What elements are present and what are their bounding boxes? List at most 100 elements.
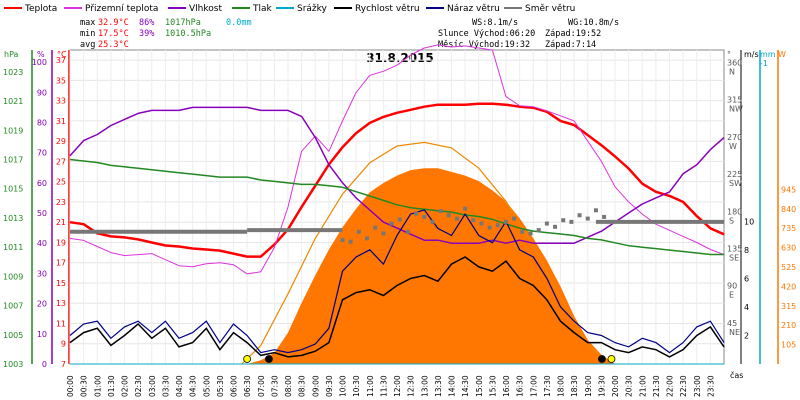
c-tick-label: 13 <box>56 299 66 308</box>
legend-label-rychlost-vetru: Rychlost větru <box>355 4 420 14</box>
wind-direction-point <box>602 214 607 219</box>
x-tick-label: 03:30 <box>161 375 170 397</box>
dir-tick-compass: S <box>729 216 734 225</box>
x-tick-label: 17:00 <box>529 375 538 397</box>
wind-direction-point <box>348 239 353 244</box>
pct-tick-label: 50 <box>37 209 47 218</box>
dir-tick-value: 180 <box>727 207 742 216</box>
w-tick-label: 840 <box>781 205 796 214</box>
c-tick-label: 27 <box>56 157 66 166</box>
x-tick-label: 06:00 <box>230 375 239 397</box>
dir-tick-value: 315 <box>727 96 742 105</box>
w-tick-label: 735 <box>781 224 796 233</box>
hpa-tick-label: 1015 <box>3 185 23 194</box>
wind-direction-point <box>446 213 451 218</box>
wind-direction-point <box>561 218 566 223</box>
legend-label-tlak: Tlak <box>252 4 273 14</box>
stats-min-temp: 17.5°C <box>98 29 129 39</box>
x-tick-label: 23:00 <box>693 375 702 397</box>
wind-direction-point <box>487 225 492 230</box>
stats-block: max 32.9°C 86% 1017hPa 0.0mm min 17.5°C … <box>80 18 619 50</box>
c-tick-label: 21 <box>56 218 66 227</box>
w-tick-label: 525 <box>781 263 796 272</box>
c-tick-label: 33 <box>56 97 66 106</box>
axis-title-mm: mm <box>760 50 776 59</box>
c-tick-label: 37 <box>56 56 66 65</box>
x-tick-label: 03:00 <box>148 375 157 397</box>
x-axis-title: čas <box>730 370 743 380</box>
x-tick-label: 21:00 <box>638 375 647 397</box>
x-tick-label: 01:30 <box>107 375 116 397</box>
dir-tick-compass: E <box>729 291 734 300</box>
pct-tick-label: 0 <box>42 360 47 369</box>
x-tick-label: 20:00 <box>611 375 620 397</box>
hpa-tick-label: 1003 <box>3 360 23 369</box>
legend-label-teplota: Teplota <box>24 4 57 14</box>
c-tick-label: 15 <box>56 279 66 288</box>
hpa-tick-label: 1005 <box>3 331 23 340</box>
pct-tick-label: 90 <box>37 88 47 97</box>
wind-direction-point <box>340 238 345 243</box>
series-lines <box>69 44 725 365</box>
wind-direction-point <box>544 221 549 226</box>
x-tick-label: 06:30 <box>243 375 252 397</box>
hpa-tick-label: 1019 <box>3 126 23 135</box>
wind-gust-line <box>69 209 725 354</box>
wind-direction-point <box>553 224 558 229</box>
pct-tick-label: 60 <box>37 179 47 188</box>
dir-tick-value: 270 <box>727 133 742 142</box>
dir-tick-compass: SE <box>729 253 739 262</box>
c-tick-label: 31 <box>56 117 66 126</box>
x-tick-label: 00:30 <box>80 375 89 397</box>
wind-direction-point <box>356 229 361 234</box>
x-tick-label: 05:30 <box>216 375 225 397</box>
axis-title-ms: m/s <box>744 50 759 59</box>
wind-direction-point <box>381 231 386 236</box>
x-tick-label: 05:00 <box>202 375 211 397</box>
c-tick-label: 11 <box>56 319 66 328</box>
c-tick-label: 9 <box>61 340 66 349</box>
x-tick-label: 12:00 <box>393 375 402 397</box>
hpa-tick-label: 1017 <box>3 156 23 165</box>
wind-direction-point <box>504 219 508 224</box>
pct-tick-label: 30 <box>37 269 47 278</box>
c-tick-label: 35 <box>56 76 66 85</box>
x-tick-label: 14:00 <box>448 375 457 397</box>
stats-max-temp: 32.9°C <box>98 18 129 28</box>
axis-ticks: 1003100510071009101110131015101710191021… <box>3 56 796 397</box>
stats-ws: WS:8.1m/s <box>472 18 518 28</box>
stats-min-press: 1010.5hPa <box>165 29 211 39</box>
axis-title-pct: % <box>37 50 45 59</box>
c-tick-label: 25 <box>56 178 66 187</box>
x-tick-label: 07:30 <box>270 375 279 397</box>
ms-tick-label: 10 <box>744 217 754 226</box>
c-tick-label: 17 <box>56 259 66 268</box>
x-tick-label: 04:00 <box>175 375 184 397</box>
axis-title-c: °C <box>57 50 67 59</box>
x-tick-label: 09:00 <box>311 375 320 397</box>
series-line-tlak <box>69 158 724 256</box>
x-tick-label: 00:00 <box>66 375 75 397</box>
axis-titles: hPa % °C ° m/s mm W <box>4 50 786 59</box>
wind-direction-point <box>454 216 459 221</box>
wind-direction-point <box>438 209 443 214</box>
dir-tick-value: 45 <box>727 319 737 328</box>
w-tick-label: 210 <box>781 321 796 330</box>
sun-moon-markers <box>243 355 616 363</box>
x-tick-label: 08:30 <box>298 375 307 397</box>
w-tick-label: 945 <box>781 185 796 194</box>
solar-area <box>241 141 615 365</box>
w-tick-label: 420 <box>781 282 796 291</box>
series-line-teplota <box>69 102 725 258</box>
x-tick-label: 22:00 <box>666 375 675 397</box>
x-tick-label: 01:00 <box>93 375 102 397</box>
stats-sun-set: Západ:19:52 <box>545 29 601 39</box>
wind-direction-point <box>585 216 590 221</box>
series-line-p-izemn-teplota <box>69 44 725 275</box>
stats-min-hum: 39% <box>139 29 154 39</box>
wind-direction-points <box>70 206 724 244</box>
c-tick-label: 7 <box>61 360 66 369</box>
legend-label-naraz-vetru: Náraz větru <box>447 4 500 14</box>
hpa-tick-label: 1009 <box>3 272 23 281</box>
x-tick-label: 13:30 <box>434 375 443 397</box>
